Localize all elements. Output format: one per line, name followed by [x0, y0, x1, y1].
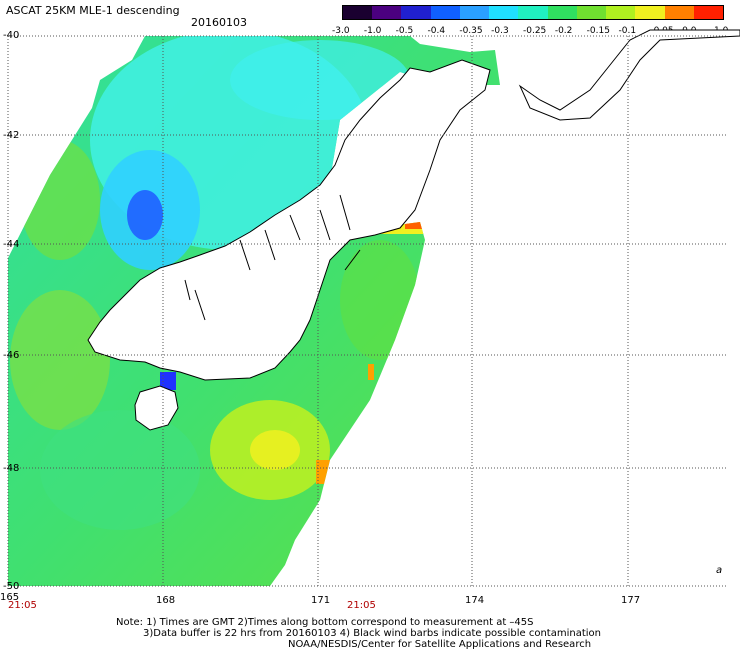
note-line: 3)Data buffer is 22 hrs from 20160103 4)…: [143, 628, 601, 639]
map-title: ASCAT 25KM MLE-1 descending 20160103: [6, 4, 247, 29]
lat-label: -40: [3, 30, 19, 41]
color-swatch: [430, 6, 460, 19]
south-island-land: [87, 59, 491, 381]
lat-label: -50: [3, 581, 19, 592]
color-swatch: [635, 6, 665, 19]
graticule: [7, 35, 728, 587]
color-scale-label: -0.15: [586, 26, 610, 36]
color-swatch: [664, 6, 694, 19]
time-label: 21:05: [347, 600, 376, 611]
lon-label: 165: [0, 592, 19, 603]
color-scale-label: -1.0: [363, 26, 382, 36]
color-scale-label: -0.35: [459, 26, 483, 36]
color-scale-label: -0.4: [427, 26, 446, 36]
note-line: Note: 1) Times are GMT 2)Times along bot…: [116, 617, 534, 628]
lat-label: -48: [3, 463, 19, 474]
lon-label: 171: [311, 595, 330, 606]
color-swatch: [576, 6, 607, 19]
lat-label: -42: [3, 130, 19, 141]
color-swatch: [489, 6, 519, 19]
color-swatch: [693, 6, 724, 19]
lon-label: 174: [465, 595, 484, 606]
color-swatch: [547, 6, 577, 19]
color-scale-label: -3.0: [332, 26, 350, 36]
stewart-island-land: [134, 385, 179, 431]
note-line: NOAA/NESDIS/Center for Satellite Applica…: [288, 639, 592, 650]
color-swatch: [372, 6, 402, 19]
date-label: 20160103: [191, 16, 247, 29]
north-island-land: [518, 29, 740, 121]
color-swatch: [606, 6, 636, 19]
color-scale-label: -0.3: [491, 26, 509, 36]
lat-label: -44: [3, 239, 19, 250]
color-scale-label: -0.2: [554, 26, 573, 36]
color-scale-label: -0.5: [395, 26, 414, 36]
product-title: ASCAT 25KM MLE-1 descending: [6, 4, 180, 17]
lat-labels: -40 -42 -44 -46 -48 -50: [3, 30, 19, 592]
color-swatch: [401, 6, 431, 19]
color-swatch: [343, 6, 373, 19]
color-scale-bar: [342, 5, 724, 20]
barb-glyph-icon: a: [716, 565, 722, 576]
lon-label: 177: [621, 595, 640, 606]
lon-label: 168: [156, 595, 175, 606]
fiord-lines: [184, 194, 361, 321]
lat-label: -46: [3, 350, 19, 361]
color-swatch: [459, 6, 490, 19]
lon-labels: 165 168 171 174 177: [0, 592, 640, 606]
color-swatch: [518, 6, 548, 19]
color-scale-label: -0.1: [618, 26, 637, 36]
color-scale-label: -0.25: [523, 26, 547, 36]
time-label: 21:05: [8, 600, 37, 611]
